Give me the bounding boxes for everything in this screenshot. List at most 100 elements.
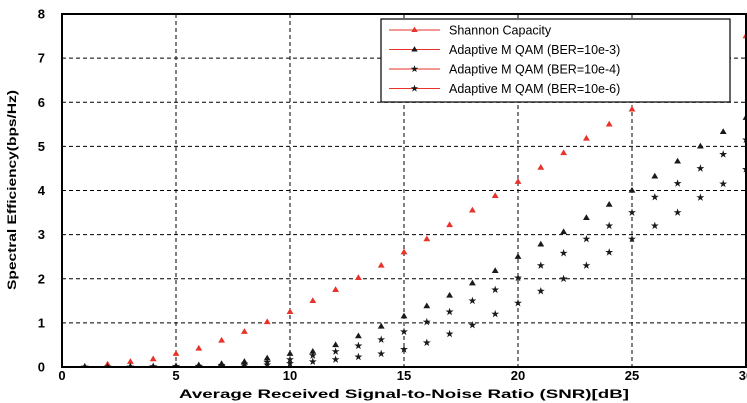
data-point — [286, 350, 294, 356]
x-tick-label: 0 — [58, 368, 65, 383]
y-tick-label: 1 — [38, 315, 45, 330]
legend-marker — [411, 46, 418, 52]
data-point — [560, 228, 568, 235]
data-point — [650, 221, 659, 230]
data-point — [423, 302, 431, 309]
data-point — [628, 234, 636, 243]
data-point — [80, 362, 89, 367]
data-point — [400, 312, 408, 319]
data-point — [491, 192, 499, 198]
y-tick-label: 8 — [38, 7, 45, 22]
data-point — [309, 297, 317, 303]
data-point — [719, 150, 728, 158]
y-axis-label: Spectral Efficiency(bps/Hz) — [5, 90, 19, 290]
data-point — [240, 361, 249, 367]
data-point — [536, 286, 545, 295]
data-point — [286, 355, 294, 363]
data-point — [719, 128, 727, 134]
data-point — [354, 352, 363, 361]
data-point — [422, 317, 431, 326]
x-tick-label: 10 — [283, 368, 297, 383]
legend-marker — [410, 65, 419, 73]
data-point — [468, 296, 477, 305]
legend-label: Adaptive M QAM (BER=10e-6) — [449, 82, 620, 96]
data-point — [537, 163, 545, 170]
data-point — [446, 291, 454, 298]
data-point — [559, 249, 568, 257]
data-point — [514, 273, 522, 282]
legend: Shannon Capacity Adaptive M QAM (BER=10e-… — [380, 18, 731, 103]
data-point — [263, 360, 272, 367]
data-point — [446, 221, 454, 228]
data-point — [582, 234, 591, 243]
data-point — [354, 341, 363, 350]
data-point — [696, 164, 705, 172]
data-point — [514, 178, 522, 184]
data-point — [240, 328, 248, 334]
data-point — [103, 362, 112, 367]
data-point — [172, 350, 180, 356]
data-point — [263, 354, 271, 361]
data-point — [468, 206, 476, 213]
data-point — [377, 261, 385, 268]
data-point — [696, 193, 705, 201]
data-point — [400, 345, 408, 353]
x-tick-label: 25 — [625, 368, 639, 383]
data-point — [582, 261, 591, 269]
data-point — [491, 285, 500, 294]
data-point — [605, 120, 613, 127]
data-point — [126, 362, 135, 367]
legend-marker — [410, 84, 419, 92]
data-point — [605, 248, 614, 256]
data-point — [377, 322, 385, 329]
data-point — [217, 361, 226, 367]
data-point — [286, 359, 294, 367]
data-point — [605, 201, 613, 207]
data-point — [605, 221, 614, 230]
x-tick-label: 15 — [397, 368, 411, 383]
data-point — [719, 179, 728, 188]
data-point — [650, 192, 659, 201]
data-point — [559, 274, 568, 283]
data-point — [628, 105, 636, 112]
data-point — [514, 253, 522, 259]
data-point — [286, 308, 294, 315]
data-point — [331, 355, 340, 363]
data-point — [445, 307, 454, 316]
data-point — [582, 134, 590, 141]
data-point — [172, 362, 180, 367]
data-point — [377, 335, 386, 343]
data-point — [422, 338, 431, 347]
data-point — [628, 208, 636, 216]
data-point — [537, 240, 545, 247]
series-4 — [80, 165, 746, 367]
data-point — [332, 286, 340, 292]
data-point — [514, 298, 522, 307]
x-tick-label: 30 — [739, 368, 747, 383]
data-point — [560, 149, 568, 156]
data-point — [354, 274, 362, 281]
data-point — [263, 318, 271, 325]
data-point — [445, 329, 454, 338]
plot-frame — [61, 13, 747, 368]
legend-marker — [411, 26, 418, 33]
data-point — [149, 355, 157, 362]
x-tick-label: 5 — [172, 368, 179, 383]
x-axis-label: Average Received Signal-to-Noise Ratio (… — [179, 387, 629, 401]
data-point — [149, 362, 158, 367]
data-point — [696, 142, 704, 149]
ticks: 0 5 10 15 20 25 30 0 1 2 3 4 5 6 7 8 — [38, 7, 747, 384]
y-tick-label: 4 — [38, 183, 46, 198]
x-tick-label: 20 — [511, 368, 525, 383]
data-point — [628, 186, 636, 193]
y-tick-label: 7 — [38, 51, 45, 66]
y-tick-label: 2 — [38, 271, 45, 286]
legend-label: Shannon Capacity — [449, 24, 552, 38]
data-point — [491, 267, 499, 273]
data-point — [536, 261, 545, 269]
y-tick-label: 0 — [38, 360, 45, 375]
data-point — [674, 157, 682, 164]
data-point — [308, 357, 317, 366]
data-point — [218, 336, 226, 343]
